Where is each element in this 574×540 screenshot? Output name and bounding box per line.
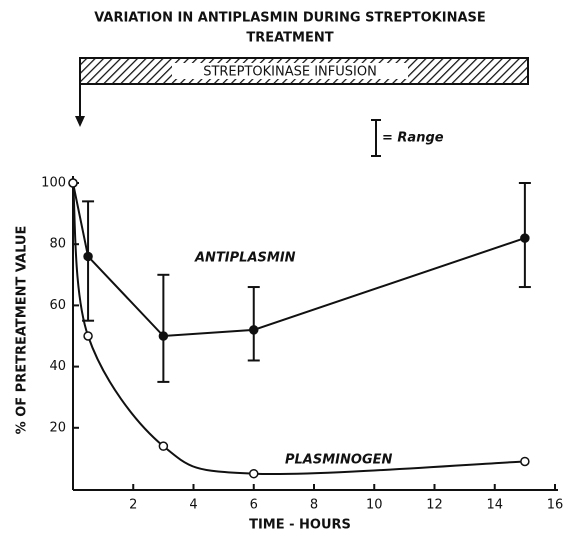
x-tick-label: 10 <box>366 498 383 513</box>
range-legend-icon <box>371 119 381 157</box>
y-tick-label: 60 <box>49 298 66 313</box>
point <box>158 441 169 451</box>
point <box>249 468 259 479</box>
x-tick-label: 6 <box>250 498 258 513</box>
x-tick-label: 4 <box>189 498 197 513</box>
infusion-label: STREPTOKINASE INFUSION <box>203 65 377 80</box>
y-tick-label: 80 <box>49 237 66 252</box>
chart-title: VARIATION IN ANTIPLASMIN DURING STREPTOK… <box>94 11 486 26</box>
y-tick-label: 40 <box>49 359 66 374</box>
x-tick-label: 2 <box>129 498 137 513</box>
range-legend: = Range <box>382 131 444 146</box>
point <box>68 178 78 188</box>
point <box>249 325 259 335</box>
infusion-bar <box>79 57 529 85</box>
point <box>520 233 530 243</box>
point <box>158 331 169 341</box>
series-label: ANTIPLASMIN <box>194 251 296 266</box>
x-tick-label: 12 <box>426 498 443 513</box>
x-tick-label: 8 <box>310 498 318 513</box>
x-tick-label: 16 <box>547 498 564 513</box>
y-axis-label: % OF PRETREATMENT VALUE <box>15 226 30 435</box>
series-label: PLASMINOGEN <box>285 453 392 468</box>
chart-title: TREATMENT <box>246 31 333 46</box>
infusion-label-bg <box>172 63 408 79</box>
series-line <box>72 182 526 338</box>
y-tick-label: 100 <box>41 176 66 191</box>
point <box>83 251 93 262</box>
point <box>520 456 530 467</box>
x-tick-label: 14 <box>486 498 503 513</box>
y-tick-label: 20 <box>49 420 66 435</box>
arrow-head <box>75 116 85 127</box>
series-line <box>72 182 525 476</box>
x-axis-label: TIME - HOURS <box>249 518 351 533</box>
point <box>83 331 93 341</box>
